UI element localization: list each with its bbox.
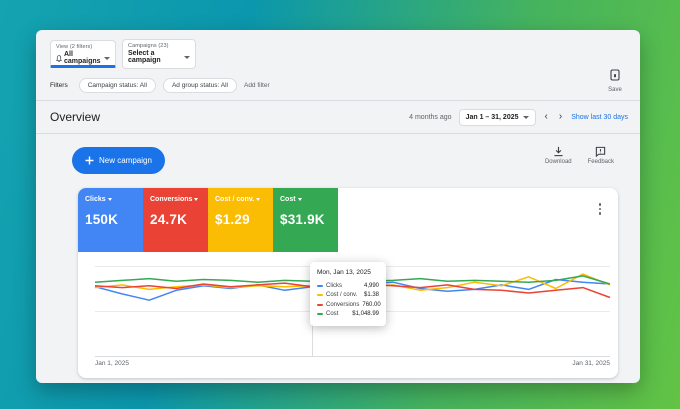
gridline — [95, 356, 610, 357]
tooltip-date: Mon, Jan 13, 2025 — [317, 269, 371, 276]
metric-label: Clicks — [85, 196, 106, 203]
feedback-icon — [596, 146, 606, 157]
tooltip-row: Cost / conv. $1.38 — [317, 291, 379, 301]
filter-chip-campaign-status[interactable]: Campaign status: All — [78, 78, 156, 93]
filters-label: Filters — [50, 82, 68, 89]
plus-icon — [85, 156, 94, 165]
metric-card-cost-per-conv[interactable]: Cost / conv. $1.29 — [208, 188, 273, 252]
overview-header: Overview 4 months ago Jan 1 – 31, 2025 ‹… — [36, 101, 640, 133]
relative-date-label: 4 months ago — [409, 113, 452, 121]
divider — [36, 100, 640, 101]
x-axis-start-label: Jan 1, 2025 — [95, 360, 129, 367]
metric-label: Conversions — [150, 196, 193, 203]
download-icon — [554, 146, 563, 157]
metric-cards: Clicks 150K Conversions 24.7K Cost / con… — [78, 188, 338, 252]
view-dropdown-label: View (2 filters) — [56, 44, 93, 50]
show-last-30-days-link[interactable]: Show last 30 days — [571, 113, 628, 121]
filter-chip-ad-group-status[interactable]: Ad group status: All — [162, 78, 237, 93]
chevron-down-icon — [107, 198, 112, 201]
metric-card-conversions[interactable]: Conversions 24.7K — [143, 188, 208, 252]
cost-conv-series-swatch — [317, 294, 323, 297]
cost-series-swatch — [317, 313, 323, 316]
metric-value: $1.29 — [215, 212, 250, 227]
campaign-dropdown-label: Campaigns (23) — [128, 43, 169, 49]
save-icon — [610, 69, 620, 81]
campaign-dropdown-value: Select a campaign — [128, 50, 161, 64]
metric-card-clicks[interactable]: Clicks 150K — [78, 188, 143, 252]
new-campaign-label: New campaign — [99, 156, 152, 165]
view-dropdown-value: All campaigns — [64, 51, 101, 65]
view-dropdown[interactable]: View (2 filters) All campaigns — [50, 40, 116, 68]
filters-bar: Filters Campaign status: All Ad group st… — [50, 78, 270, 93]
metric-value: $31.9K — [280, 212, 325, 227]
metric-value: 150K — [85, 212, 119, 227]
download-button[interactable]: Download — [545, 146, 572, 165]
clicks-series-swatch — [317, 284, 323, 287]
overview-chart-card: Clicks 150K Conversions 24.7K Cost / con… — [78, 188, 618, 378]
campaign-dropdown[interactable]: Campaigns (23) Select a campaign — [122, 39, 196, 69]
download-label: Download — [544, 159, 572, 165]
add-filter-button[interactable]: Add filter — [243, 82, 270, 89]
tooltip-row: Cost $1,048.99 — [317, 310, 379, 320]
tooltip-row: Clicks 4,990 — [317, 281, 379, 291]
page-title: Overview — [50, 110, 101, 124]
divider — [36, 133, 640, 134]
x-axis: Jan 1, 2025 Jan 31, 2025 — [95, 360, 610, 367]
tooltip-row: Conversions 760.00 — [317, 300, 381, 310]
date-range-value: Jan 1 – 31, 2025 — [465, 113, 519, 121]
feedback-button[interactable]: Feedback — [588, 146, 614, 165]
chevron-down-icon — [184, 55, 190, 59]
save-button[interactable]: Save — [602, 68, 628, 93]
more-options-button[interactable] — [597, 201, 604, 217]
chevron-down-icon — [522, 115, 529, 119]
previous-period-button[interactable]: ‹ — [544, 111, 548, 122]
metric-card-cost[interactable]: Cost $31.9K — [273, 188, 338, 252]
chevron-down-icon — [256, 198, 261, 201]
save-label: Save — [608, 87, 622, 93]
metric-label: Cost / conv. — [215, 196, 255, 203]
bell-icon — [56, 54, 62, 62]
date-range-dropdown[interactable]: Jan 1 – 31, 2025 — [458, 108, 536, 126]
x-axis-end-label: Jan 31, 2025 — [572, 360, 610, 367]
chevron-down-icon — [297, 198, 302, 201]
google-ads-panel: View (2 filters) All campaigns Campaigns… — [36, 30, 640, 383]
metric-label: Cost — [280, 196, 296, 203]
chevron-down-icon — [104, 56, 110, 60]
chevron-down-icon — [194, 198, 199, 201]
conversions-series-swatch — [317, 303, 323, 306]
chart-tooltip: Mon, Jan 13, 2025 Clicks 4,990 Cost / co… — [310, 262, 386, 326]
metric-value: 24.7K — [150, 212, 188, 227]
next-period-button[interactable]: › — [558, 111, 563, 122]
new-campaign-button[interactable]: New campaign — [72, 147, 165, 174]
feedback-label: Feedback — [587, 159, 614, 165]
